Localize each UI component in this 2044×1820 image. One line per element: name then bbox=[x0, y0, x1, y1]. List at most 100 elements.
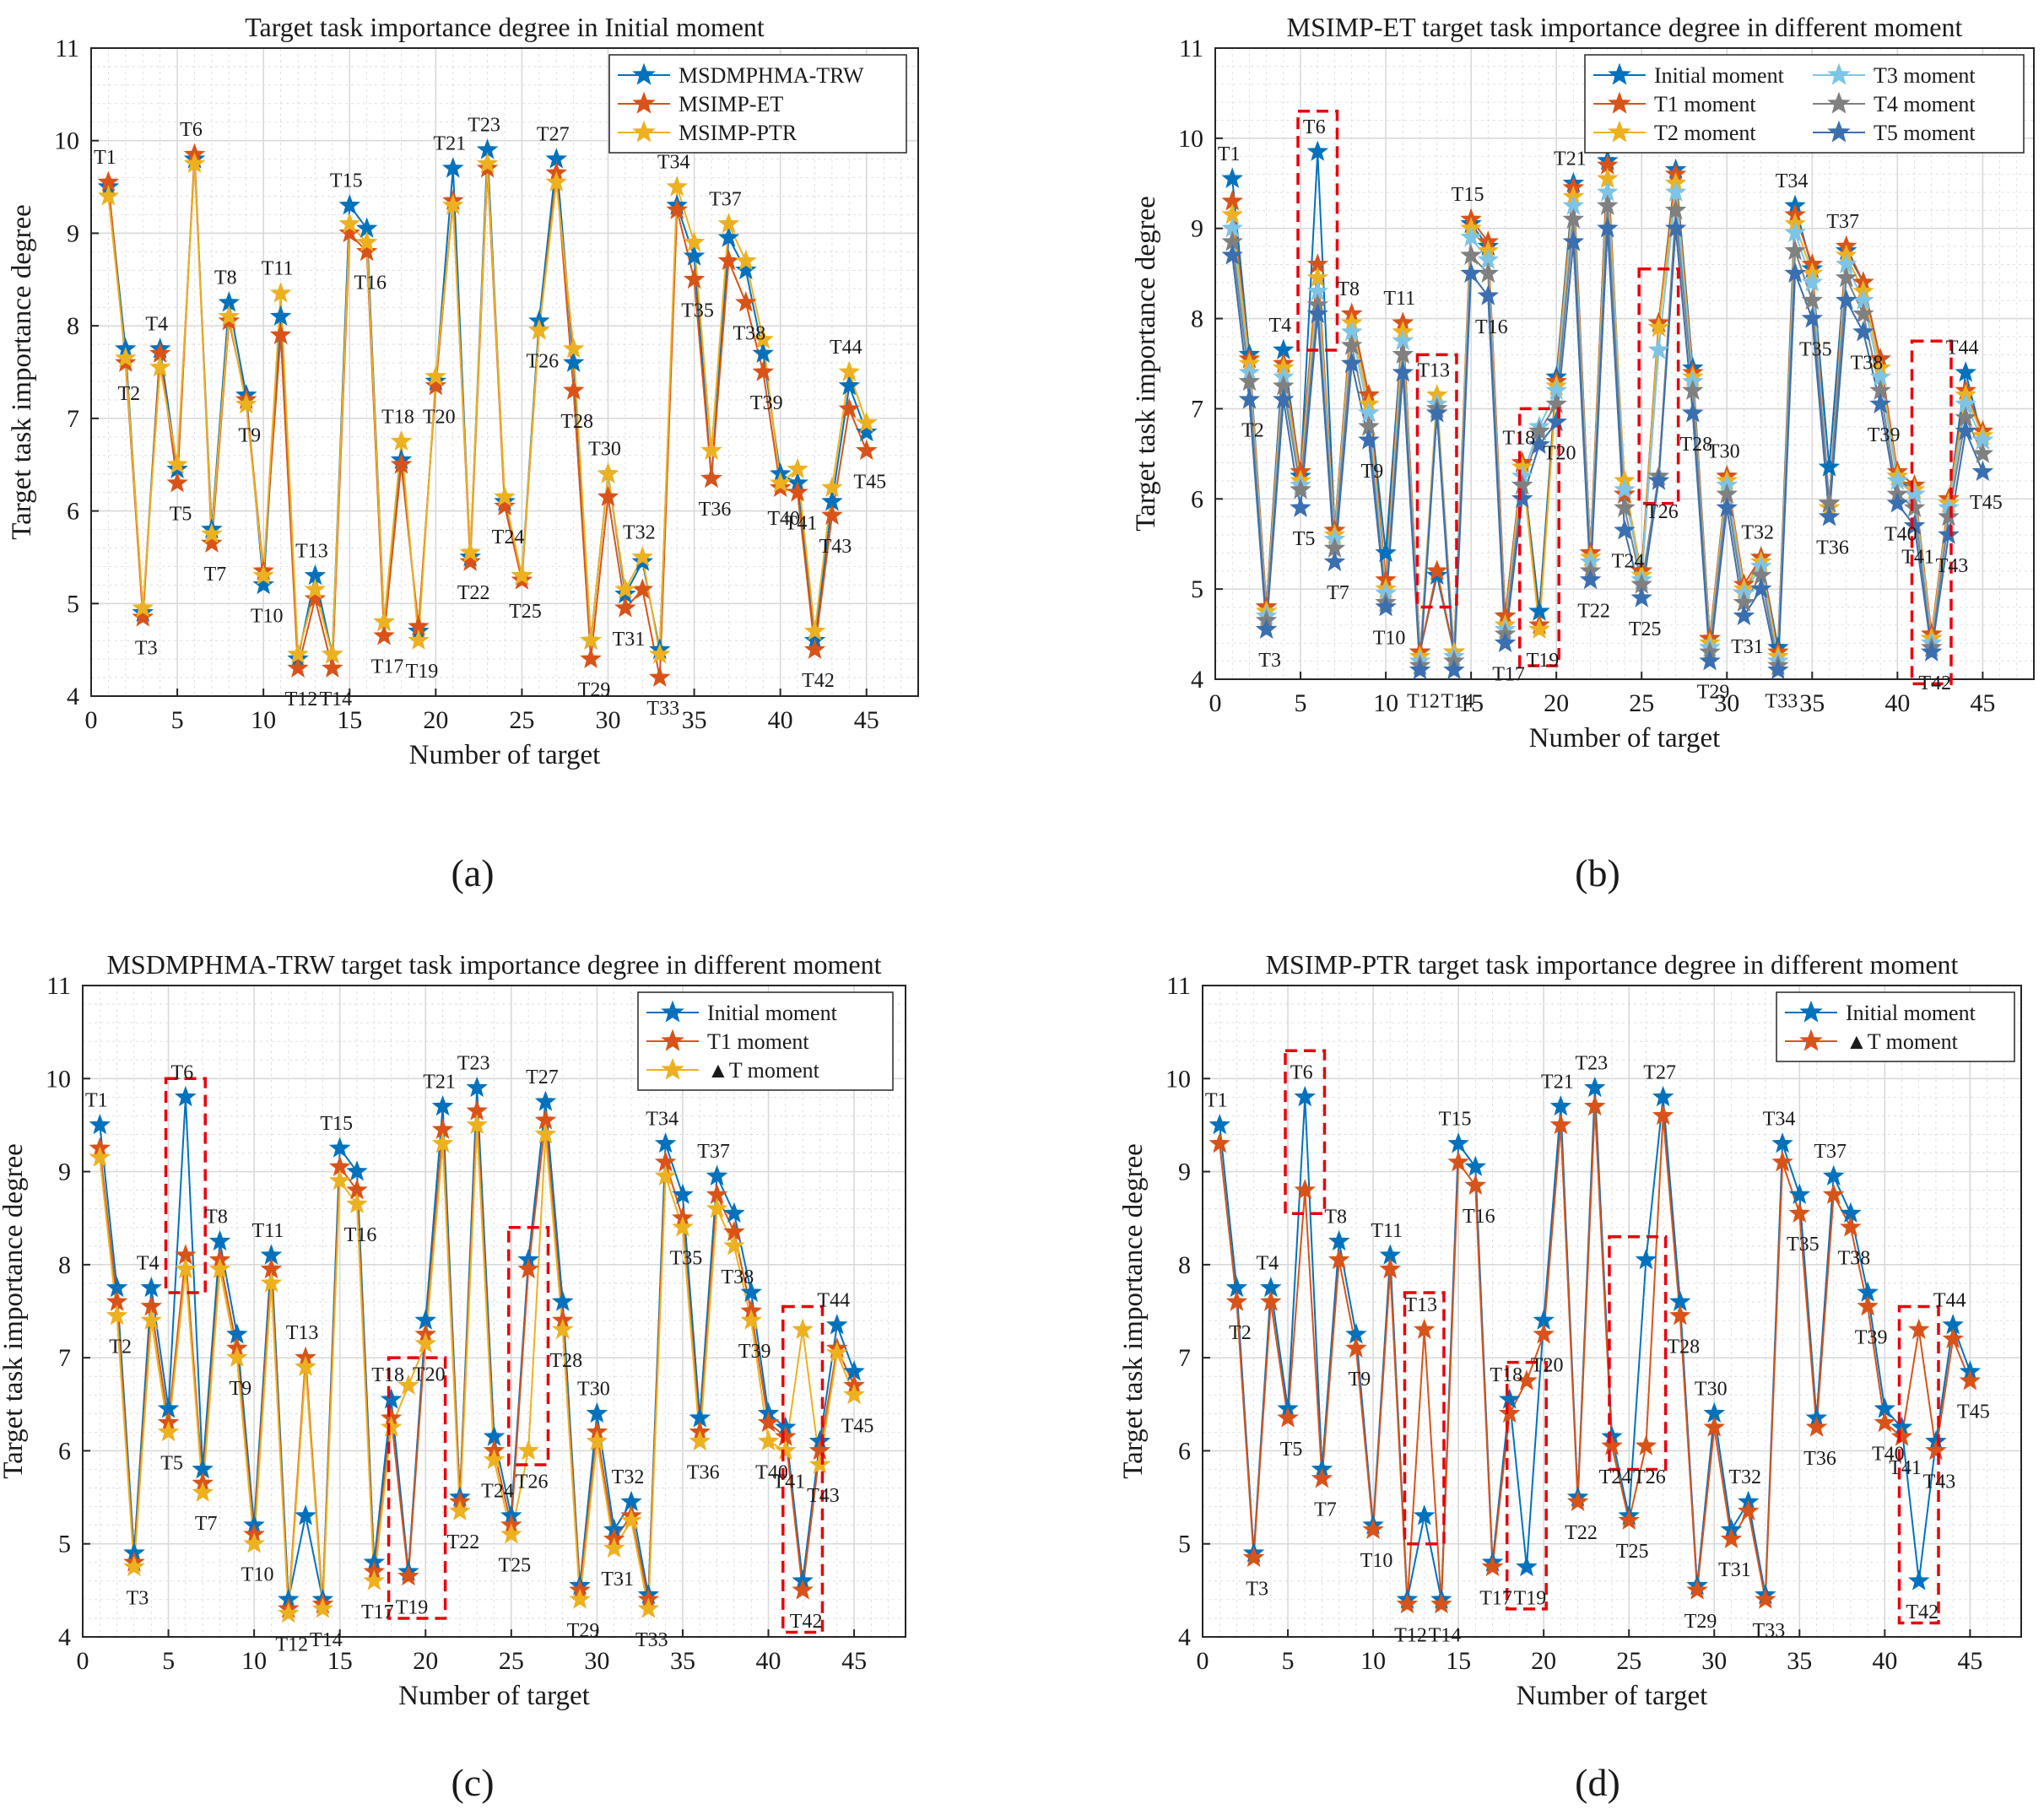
point-label: T9 bbox=[229, 1378, 251, 1400]
point-label: T38 bbox=[1838, 1248, 1871, 1270]
point-label: T32 bbox=[1728, 1466, 1761, 1488]
data-point-star bbox=[1733, 604, 1755, 626]
data-point-star bbox=[441, 194, 464, 215]
data-point-star bbox=[1430, 1592, 1452, 1614]
point-label: T18 bbox=[1502, 428, 1535, 450]
point-label: T21 bbox=[1554, 148, 1587, 170]
data-point-star bbox=[534, 1123, 557, 1144]
point-label: T21 bbox=[433, 133, 466, 155]
data-point-star bbox=[597, 462, 619, 483]
point-label: T24 bbox=[492, 527, 525, 548]
data-point-star bbox=[1460, 262, 1482, 284]
data-point-star bbox=[545, 170, 568, 192]
point-label: T3 bbox=[1258, 650, 1281, 672]
legend-label: Initial moment bbox=[707, 1001, 838, 1025]
data-point-star bbox=[338, 194, 361, 215]
panel-label-b: (b) bbox=[1575, 851, 1620, 894]
point-label: T16 bbox=[344, 1224, 377, 1246]
axes-box bbox=[82, 985, 906, 1638]
point-label: T25 bbox=[1616, 1541, 1649, 1563]
legend-star-icon bbox=[632, 62, 656, 85]
y-tick-label: 6 bbox=[1178, 1437, 1191, 1465]
data-point-star bbox=[201, 522, 223, 543]
data-point-star bbox=[683, 267, 706, 289]
point-label: T29 bbox=[1697, 682, 1730, 704]
point-label: T29 bbox=[567, 1620, 600, 1642]
point-label: T39 bbox=[750, 392, 783, 414]
point-label: T45 bbox=[1957, 1401, 1990, 1423]
point-label: T19 bbox=[1527, 650, 1560, 672]
x-tick-label: 20 bbox=[413, 1647, 438, 1675]
chart-title: Target task importance degree in Initial… bbox=[245, 12, 765, 42]
y-tick-label: 10 bbox=[46, 1065, 71, 1093]
data-point-star bbox=[1818, 456, 1841, 477]
point-label: T14 bbox=[310, 1629, 343, 1651]
data-point-star bbox=[689, 1429, 711, 1451]
data-point-star bbox=[1306, 302, 1329, 324]
legend-star-icon bbox=[1827, 91, 1851, 114]
point-label: T10 bbox=[1360, 1550, 1393, 1572]
x-tick-label: 10 bbox=[1373, 689, 1398, 717]
data-point-star bbox=[1682, 379, 1704, 400]
point-label: T24 bbox=[1612, 551, 1645, 573]
data-point-star bbox=[476, 152, 499, 174]
point-label: T34 bbox=[657, 152, 690, 174]
x-tick-label: 25 bbox=[1629, 689, 1654, 717]
data-point-star bbox=[672, 1216, 694, 1237]
data-point-star bbox=[208, 1229, 231, 1251]
data-point-star bbox=[226, 1346, 248, 1368]
data-point-star bbox=[252, 573, 274, 595]
point-label: T13 bbox=[1404, 1294, 1437, 1316]
data-point-star bbox=[1460, 225, 1482, 247]
data-point-star bbox=[1362, 1518, 1384, 1540]
point-label: T23 bbox=[1575, 1052, 1608, 1074]
data-point-star bbox=[562, 379, 585, 400]
data-point-star bbox=[431, 1094, 454, 1116]
point-label: T30 bbox=[1695, 1378, 1728, 1400]
y-tick-label: 7 bbox=[67, 405, 79, 433]
data-point-star bbox=[277, 1601, 300, 1623]
data-point-star bbox=[1464, 1174, 1487, 1195]
point-label: T6 bbox=[171, 1061, 194, 1083]
data-point-star bbox=[346, 1192, 368, 1214]
data-point-star bbox=[1566, 1490, 1589, 1511]
data-point-star bbox=[1749, 577, 1772, 599]
x-tick-label: 0 bbox=[77, 1647, 89, 1675]
x-tick-label: 15 bbox=[1458, 689, 1484, 717]
y-tick-label: 8 bbox=[1178, 1251, 1191, 1279]
point-label: T30 bbox=[1707, 441, 1740, 463]
point-label: T19 bbox=[406, 661, 439, 683]
x-axis-label: Number of target bbox=[409, 740, 601, 770]
data-point-star bbox=[1396, 1592, 1419, 1614]
data-point-star bbox=[1890, 1425, 1913, 1446]
legend-star-icon bbox=[1608, 120, 1631, 143]
y-tick-label: 4 bbox=[67, 683, 79, 710]
point-label: T5 bbox=[1293, 528, 1316, 550]
data-point-star bbox=[1597, 217, 1619, 238]
highlight-box bbox=[1403, 1291, 1446, 1546]
point-label: T44 bbox=[817, 1290, 850, 1312]
x-tick-label: 0 bbox=[1209, 689, 1222, 717]
point-label: T6 bbox=[1303, 116, 1326, 138]
point-label: T24 bbox=[481, 1480, 514, 1502]
data-point-star bbox=[449, 1499, 471, 1520]
point-label: T17 bbox=[1492, 663, 1525, 685]
point-label: T40 bbox=[767, 508, 800, 530]
point-label: T42 bbox=[802, 670, 835, 692]
point-label: T7 bbox=[1314, 1499, 1337, 1521]
point-label: T1 bbox=[1205, 1089, 1228, 1111]
data-point-star bbox=[1494, 631, 1517, 653]
data-point-star bbox=[511, 564, 533, 586]
legend: MSDMPHMA-TRW MSIMP-ET MSIMP-PTR bbox=[608, 54, 907, 154]
x-tick-label: 20 bbox=[423, 706, 448, 734]
data-point-star bbox=[1771, 1132, 1793, 1153]
axes-box bbox=[1202, 985, 2022, 1638]
data-point-star bbox=[243, 1532, 265, 1553]
data-point-star bbox=[1955, 419, 1976, 441]
data-point-star bbox=[1516, 1555, 1538, 1577]
data-point-star bbox=[1647, 338, 1670, 359]
data-point-star bbox=[1447, 1132, 1469, 1153]
x-tick-label: 30 bbox=[596, 706, 621, 734]
data-point-star bbox=[380, 1416, 403, 1437]
data-point-star bbox=[115, 347, 137, 368]
